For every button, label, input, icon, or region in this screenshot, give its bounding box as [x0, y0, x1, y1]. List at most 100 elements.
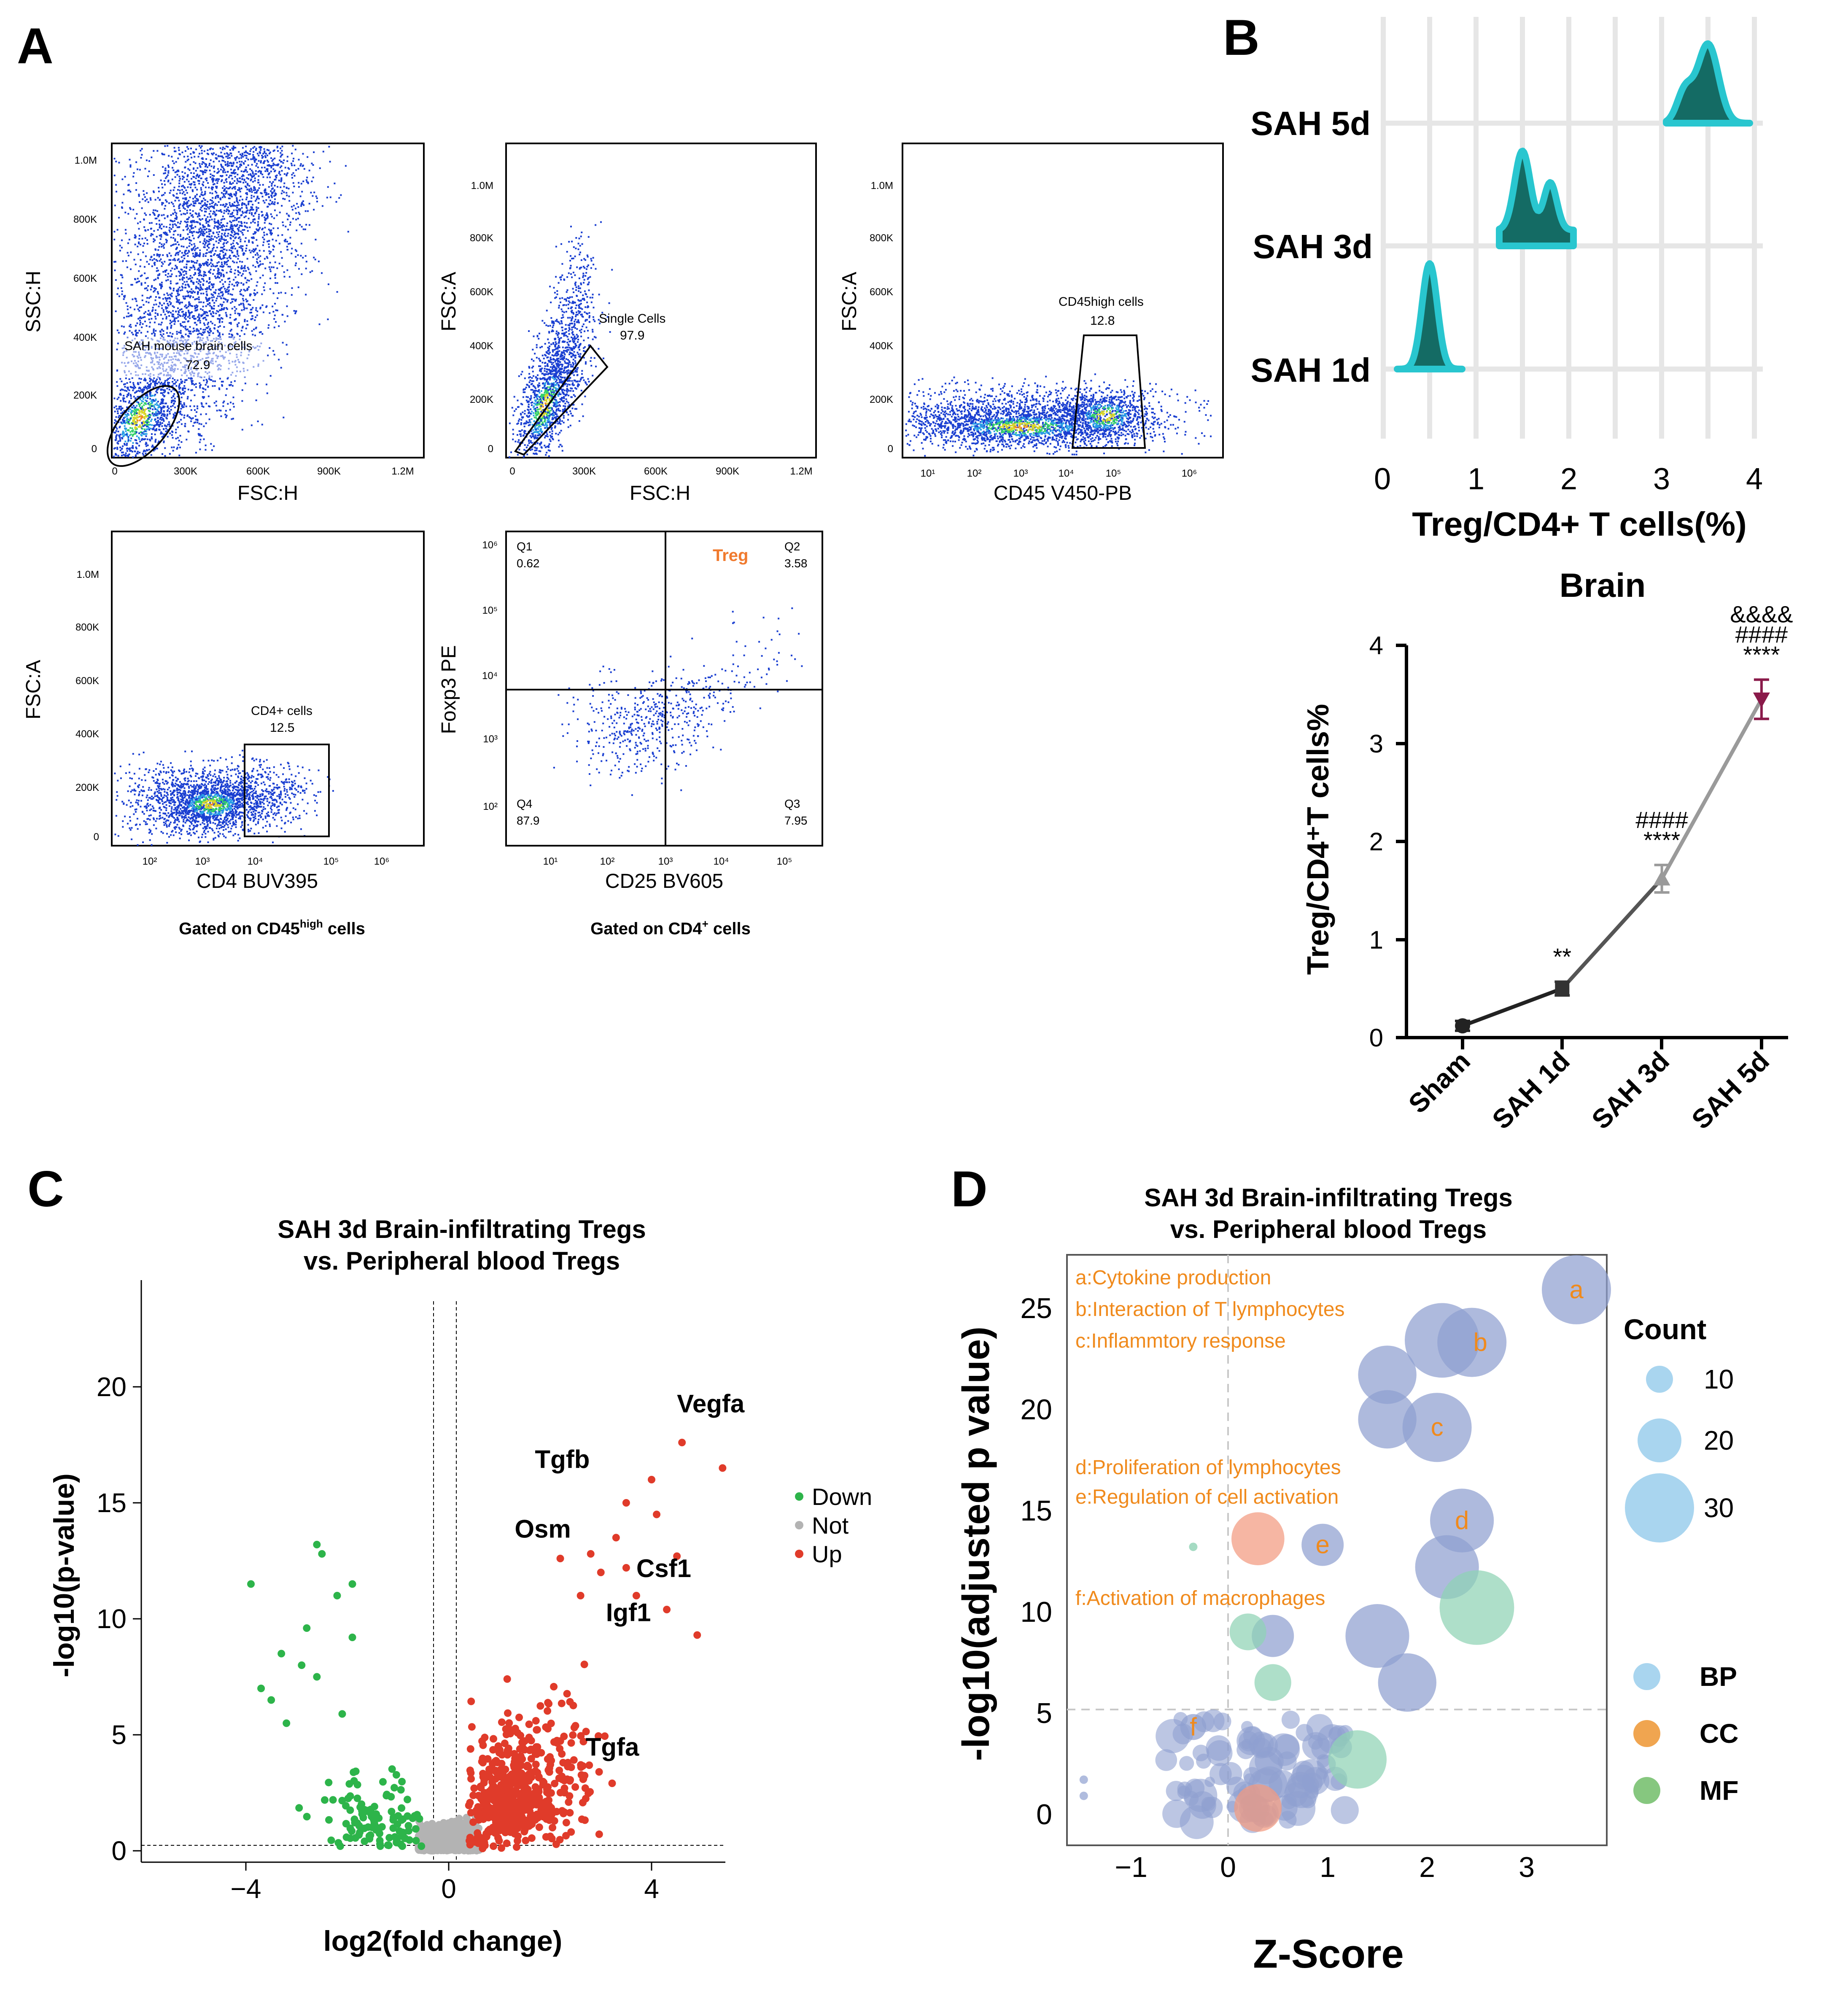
event-dot — [150, 314, 151, 316]
event-dot — [182, 238, 184, 240]
event-dot — [227, 260, 229, 262]
event-dot — [135, 440, 137, 441]
event-dot — [132, 456, 134, 458]
event-dot — [175, 215, 177, 216]
event-dot — [558, 395, 559, 397]
event-dot — [291, 253, 292, 254]
event-dot — [221, 258, 222, 260]
event-dot — [246, 226, 248, 228]
event-dot — [204, 170, 206, 171]
event-dot — [205, 204, 207, 205]
event-dot — [158, 306, 160, 307]
event-dot — [113, 456, 115, 457]
event-dot — [237, 334, 239, 335]
event-dot — [517, 399, 519, 401]
event-dot — [172, 160, 174, 162]
event-dot — [194, 291, 196, 293]
event-dot — [178, 440, 180, 442]
event-dot — [123, 422, 125, 423]
event-dot — [137, 308, 139, 310]
event-dot — [163, 442, 164, 443]
event-dot — [250, 206, 252, 208]
event-dot — [178, 258, 180, 260]
event-dot — [201, 191, 203, 193]
event-dot — [179, 383, 180, 385]
event-dot — [188, 250, 190, 251]
event-dot — [139, 235, 140, 237]
event-dot — [216, 247, 218, 248]
event-dot — [234, 237, 236, 239]
event-dot — [126, 390, 127, 392]
event-dot — [229, 216, 231, 217]
event-dot — [181, 335, 183, 337]
event-dot — [581, 373, 583, 375]
event-dot — [228, 213, 229, 215]
event-dot — [281, 193, 283, 194]
event-dot — [269, 253, 271, 254]
event-dot — [152, 413, 154, 415]
event-dot — [135, 237, 136, 239]
event-dot — [154, 322, 156, 324]
event-dot — [114, 158, 116, 159]
event-dot — [281, 150, 283, 151]
event-dot — [197, 305, 198, 307]
event-dot — [205, 298, 207, 300]
event-dot — [223, 160, 224, 162]
event-dot — [242, 156, 244, 158]
event-dot — [166, 242, 167, 243]
event-dot — [220, 199, 221, 200]
event-dot — [293, 158, 294, 159]
event-dot — [271, 216, 273, 218]
event-dot — [118, 455, 119, 457]
event-dot — [180, 403, 182, 404]
event-dot — [139, 404, 141, 405]
event-dot — [168, 264, 170, 266]
event-dot — [247, 258, 248, 260]
event-dot — [164, 425, 166, 427]
event-dot — [218, 201, 220, 203]
event-dot — [532, 429, 534, 431]
event-dot — [244, 265, 246, 267]
event-dot — [186, 307, 188, 308]
event-dot — [224, 206, 226, 208]
event-dot — [227, 171, 229, 173]
event-dot — [264, 202, 265, 204]
event-dot — [239, 291, 241, 292]
event-dot — [199, 269, 200, 271]
event-dot — [211, 188, 213, 189]
event-dot — [254, 289, 256, 291]
event-dot — [162, 398, 163, 400]
event-dot — [210, 210, 212, 212]
event-dot — [202, 255, 204, 257]
event-dot — [205, 211, 207, 213]
event-dot — [295, 212, 297, 214]
event-dot — [232, 334, 233, 336]
event-dot — [155, 312, 156, 314]
event-dot — [199, 322, 201, 324]
event-dot — [121, 178, 123, 180]
event-dot — [247, 183, 248, 185]
x-axis-label: FSC:H — [237, 482, 298, 504]
event-dot — [262, 263, 264, 265]
event-dot — [309, 170, 310, 171]
event-dot — [191, 389, 193, 391]
event-dot — [179, 447, 181, 448]
event-dot — [278, 292, 280, 294]
event-dot — [183, 258, 185, 259]
event-dot — [194, 226, 196, 228]
event-dot — [198, 302, 200, 303]
ytick-labels: 0 200K 400K 600K 800K 1.0M — [73, 155, 97, 455]
event-dot — [135, 298, 137, 300]
event-dot — [127, 252, 129, 253]
event-dot — [194, 187, 196, 189]
event-dot — [183, 229, 184, 231]
event-dot — [272, 227, 274, 229]
event-dot — [175, 243, 177, 245]
event-dot — [135, 325, 137, 326]
event-dot — [218, 293, 220, 295]
event-dot — [145, 335, 147, 337]
event-dot — [140, 407, 141, 409]
event-dot — [205, 178, 207, 180]
event-dot — [126, 420, 128, 421]
event-dot — [213, 308, 215, 310]
